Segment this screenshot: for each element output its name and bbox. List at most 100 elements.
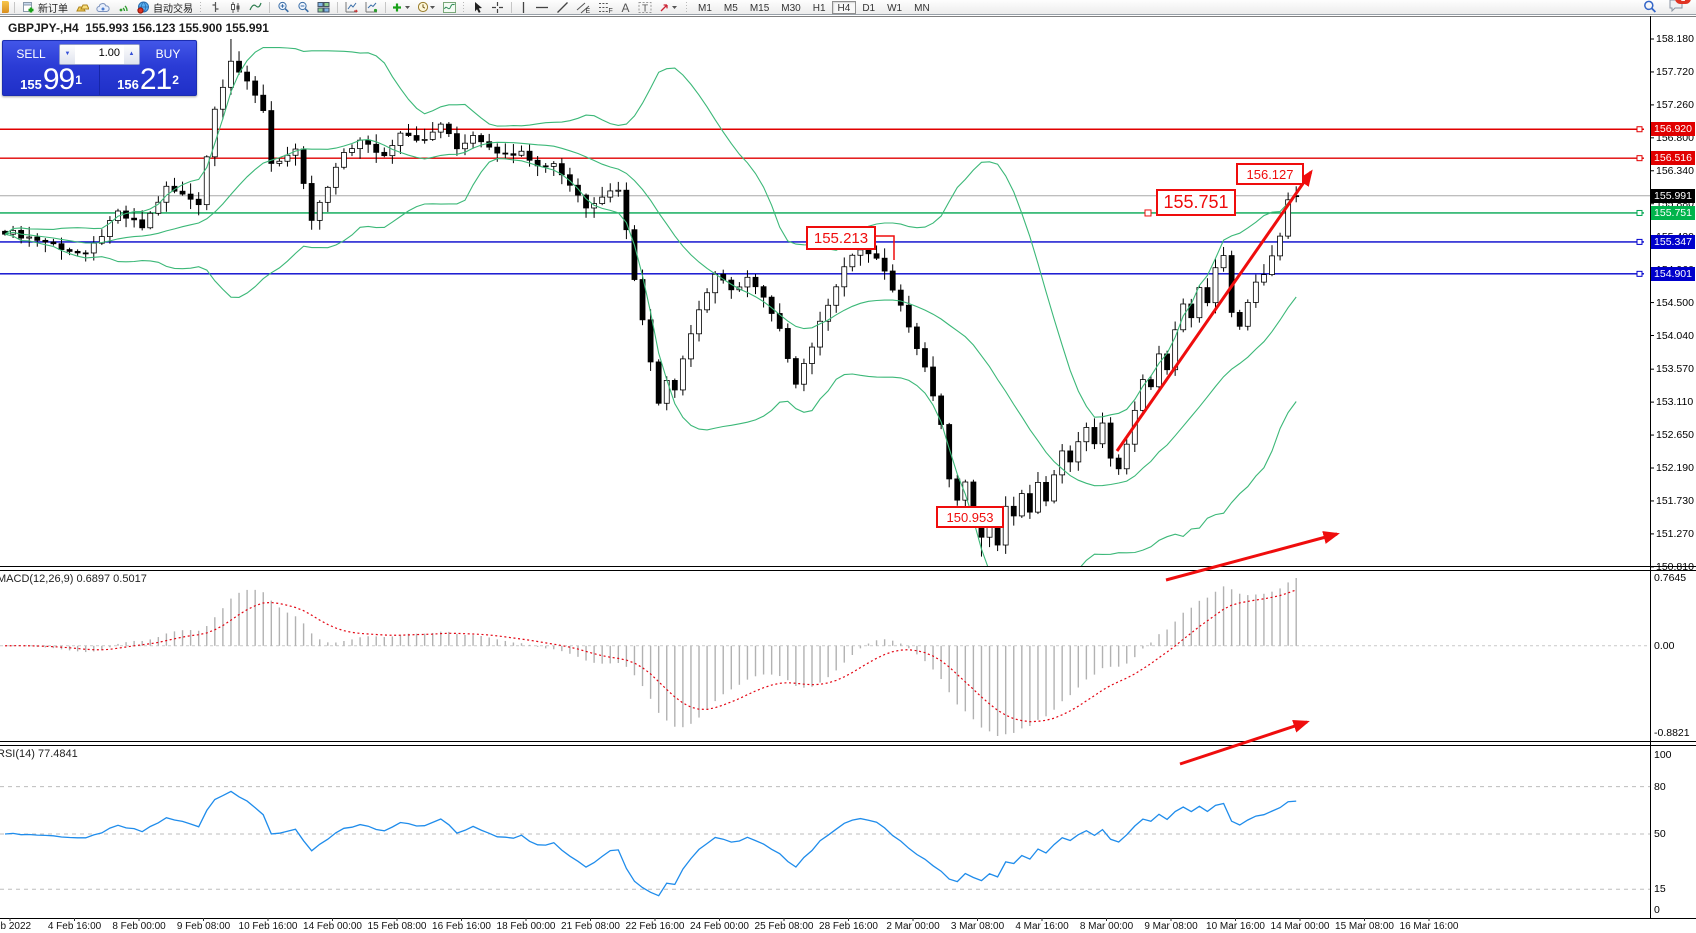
- timeframe-m1[interactable]: M1: [692, 1, 718, 14]
- separator: [385, 1, 386, 13]
- timeframe-d1[interactable]: D1: [856, 1, 881, 14]
- timeframe-m5[interactable]: M5: [718, 1, 744, 14]
- macd-indicator: [0, 578, 1650, 736]
- price-tick-label: 152.190: [1656, 462, 1694, 474]
- time-axis-label: 15 Mar 08:00: [1335, 921, 1394, 932]
- text-label-tool[interactable]: T: [635, 0, 655, 14]
- bid-price-main: 99: [42, 63, 75, 96]
- template-wave-icon[interactable]: [440, 0, 459, 14]
- autotrade-button[interactable]: 自动交易: [134, 0, 196, 15]
- separator: [511, 1, 512, 13]
- tile-windows-icon[interactable]: [314, 0, 333, 14]
- toolbar-right: 1: [1640, 0, 1694, 17]
- zoom-out-icon[interactable]: [294, 0, 313, 14]
- time-axis-label: 2 Mar 00:00: [886, 921, 940, 932]
- period-clock-button[interactable]: [415, 0, 439, 14]
- horizontal-line-tool[interactable]: [532, 0, 552, 14]
- volume-increase-button[interactable]: ▲: [124, 44, 139, 64]
- separator: [337, 1, 338, 13]
- autotrade-label: 自动交易: [153, 3, 193, 15]
- new-order-label: 新订单: [38, 3, 68, 15]
- trend-arrows[interactable]: [872, 169, 1340, 766]
- cursor-tool[interactable]: [469, 0, 487, 14]
- gold-ingots-icon[interactable]: [72, 0, 92, 14]
- time-axis-label: Feb 2022: [0, 921, 32, 932]
- label-connector: [872, 235, 895, 260]
- time-axis-label: 9 Mar 08:00: [1144, 921, 1198, 932]
- chat-button[interactable]: 1: [1668, 0, 1691, 17]
- price-badge: 154.901: [1651, 266, 1695, 281]
- candlestick-series: [2, 39, 1300, 557]
- time-axis-label: 9 Feb 08:00: [176, 921, 231, 932]
- trendline-tool[interactable]: [553, 0, 572, 14]
- sell-button[interactable]: SELL: [16, 47, 46, 61]
- timeframe-w1[interactable]: W1: [881, 1, 908, 14]
- auto-scroll-icon[interactable]: [362, 0, 381, 14]
- sell-price-tile[interactable]: 155 99 1: [3, 65, 100, 95]
- add-indicator-button[interactable]: [390, 0, 414, 14]
- one-click-trade-panel: SELL ▼ 1.00 ▲ BUY 155 99 1 156 21 2: [2, 40, 197, 96]
- volume-decrease-button[interactable]: ▼: [60, 44, 75, 64]
- price-tick-label: 153.570: [1656, 363, 1694, 376]
- bid-price-prefix: 155: [20, 77, 42, 92]
- new-order-button[interactable]: 新订单: [19, 0, 71, 15]
- equidistant-channel-tool[interactable]: E: [573, 0, 594, 14]
- zoom-in-icon[interactable]: [274, 0, 293, 14]
- price-tick-label: 154.500: [1656, 296, 1694, 309]
- time-axis-label: 4 Feb 16:00: [47, 921, 102, 932]
- candle-chart-icon[interactable]: [226, 0, 245, 14]
- price-badge: 155.991: [1651, 188, 1695, 203]
- time-axis-label: 16 Feb 16:00: [432, 921, 491, 932]
- price-annotation-label[interactable]: 155.751: [1156, 189, 1236, 216]
- volume-input[interactable]: 1.00: [75, 44, 124, 64]
- price-annotation-label[interactable]: 150.953: [936, 506, 1004, 528]
- community-cloud-icon[interactable]: [93, 0, 113, 14]
- price-tick-label: 150.810: [1656, 560, 1694, 573]
- time-axis-label: 4 Mar 16:00: [1015, 921, 1069, 932]
- buy-price-tile[interactable]: 156 21 2: [100, 65, 196, 95]
- rsi-scale-label: 100: [1654, 749, 1672, 761]
- svg-text:T: T: [642, 3, 648, 14]
- chart-title: GBPJPY-,H4 155.993 156.123 155.900 155.9…: [8, 21, 269, 35]
- line-chart-icon[interactable]: [246, 0, 265, 14]
- macd-indicator-label: MACD(12,26,9) 0.6897 0.5017: [0, 573, 147, 585]
- fibonacci-tool[interactable]: F: [595, 0, 616, 14]
- timeframe-m30[interactable]: M30: [775, 1, 806, 14]
- time-axis-label: 21 Feb 08:00: [561, 921, 620, 932]
- separator: [269, 1, 270, 13]
- crosshair-tool[interactable]: [488, 0, 507, 14]
- price-tick-label: 153.110: [1656, 396, 1694, 409]
- horizontal-line-objects[interactable]: [0, 126, 1644, 277]
- arrows-tool[interactable]: [656, 0, 682, 14]
- timeframe-h1[interactable]: H1: [807, 1, 832, 14]
- rsi-indicator: [0, 786, 1650, 897]
- ask-price-main: 21: [139, 63, 172, 96]
- rsi-line: [4, 790, 1297, 897]
- label-anchor-handle: [1144, 209, 1152, 217]
- autotrade-globe-icon: [137, 1, 150, 14]
- line-handle: [1636, 126, 1643, 133]
- bar-chart-icon[interactable]: [206, 0, 225, 14]
- clipped-toolbar-icon: [2, 1, 9, 13]
- price-annotation-label[interactable]: 155.213: [806, 226, 876, 250]
- timeframe-m15[interactable]: M15: [744, 1, 775, 14]
- rsi-scale-label: 50: [1654, 828, 1666, 840]
- search-icon[interactable]: [1640, 0, 1660, 14]
- price-tick-label: 151.270: [1656, 527, 1694, 540]
- chart-shift-icon[interactable]: [342, 0, 361, 14]
- chat-notification-badge: 1: [1675, 0, 1691, 4]
- timeframe-h4[interactable]: H4: [831, 1, 857, 14]
- ask-price-prefix: 156: [117, 77, 139, 92]
- new-order-icon: [22, 1, 35, 14]
- toolbar-grip: [199, 1, 203, 13]
- buy-button[interactable]: BUY: [155, 47, 181, 61]
- price-annotation-label[interactable]: 156.127: [1236, 163, 1304, 185]
- signal-icon[interactable]: [114, 0, 133, 14]
- text-tool[interactable]: A: [617, 0, 634, 14]
- vertical-line-tool[interactable]: [516, 0, 531, 14]
- timeframe-mn[interactable]: MN: [908, 1, 936, 14]
- toolbar-grip: [462, 1, 466, 13]
- price-badge: 155.751: [1651, 205, 1695, 220]
- price-badge: 156.516: [1651, 151, 1695, 166]
